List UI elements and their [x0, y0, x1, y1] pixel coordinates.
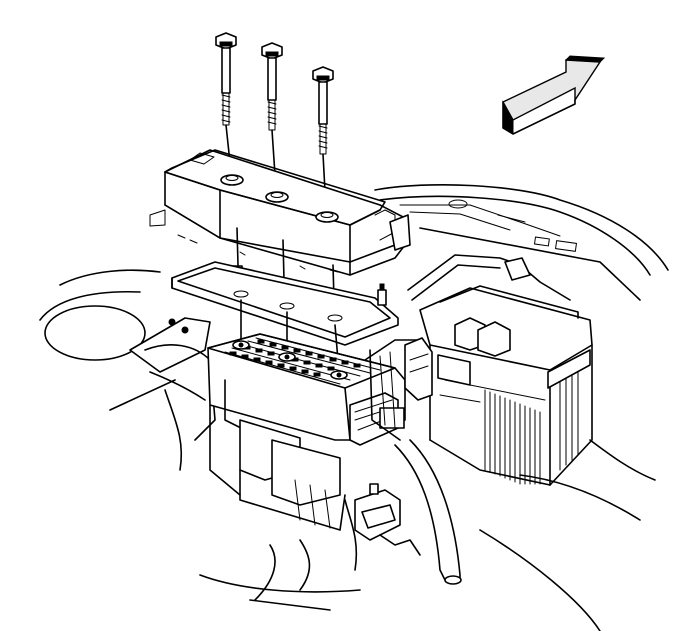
- vehicle-body-outline: [39, 183, 669, 631]
- fuse-block: [207, 333, 406, 531]
- bolt-2: [261, 42, 283, 191]
- body-access-hole: [44, 305, 146, 361]
- battery-cable-bracket: [364, 337, 433, 441]
- gasket: [171, 261, 399, 346]
- fender-slots: [448, 199, 577, 252]
- front-direction-arrow-icon: [502, 55, 606, 135]
- battery: [407, 254, 593, 486]
- wiring-harness: [254, 439, 462, 601]
- fuse-block-cover: [149, 149, 411, 276]
- left-mounting-bracket: [109, 317, 216, 471]
